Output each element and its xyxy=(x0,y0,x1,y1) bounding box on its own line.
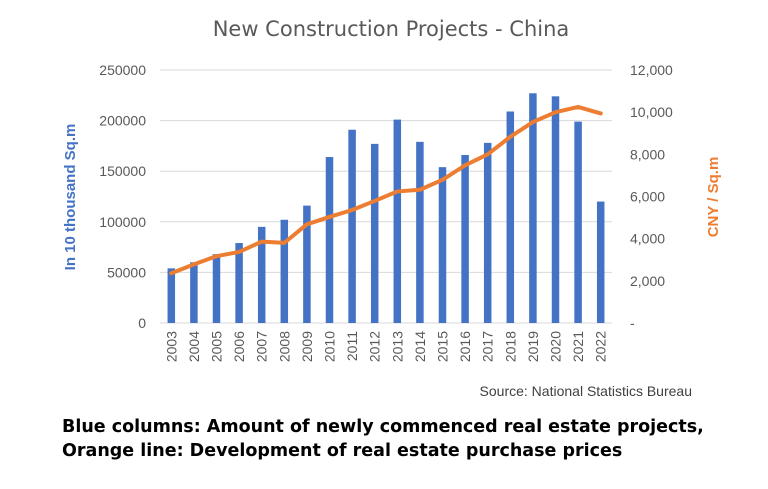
line-series xyxy=(169,104,603,276)
x-tick-label: 2020 xyxy=(548,331,564,362)
left-tick-label: 200000 xyxy=(99,113,146,129)
caption-line-1: Blue columns: Amount of newly commenced … xyxy=(62,417,704,437)
right-axis-label: CNY / Sq.m xyxy=(705,157,722,238)
bar xyxy=(393,119,402,323)
x-tick-label: 2004 xyxy=(186,331,202,362)
x-tick-label: 2005 xyxy=(209,331,225,362)
left-tick-label: 100000 xyxy=(99,214,146,230)
left-tick-label: 150000 xyxy=(99,163,146,179)
x-tick-label: 2011 xyxy=(344,331,360,361)
x-tick-label: 2017 xyxy=(480,331,496,362)
right-tick-label: - xyxy=(630,315,635,331)
bar-series xyxy=(167,93,605,323)
bar xyxy=(596,201,605,323)
left-tick-label: 0 xyxy=(138,315,146,331)
x-tick-label: 2013 xyxy=(389,331,405,362)
bar xyxy=(370,143,379,323)
caption: Blue columns: Amount of newly commenced … xyxy=(62,415,762,463)
x-tick-label: 2008 xyxy=(276,331,292,362)
bar xyxy=(438,167,447,323)
left-axis-label: In 10 thousand Sq.m xyxy=(62,124,79,271)
right-tick-label: 10,000 xyxy=(630,104,673,120)
x-tick-label: 2006 xyxy=(231,331,247,362)
right-tick-label: 8,000 xyxy=(630,146,665,162)
bar xyxy=(416,141,424,323)
caption-line-2: Orange line: Development of real estate … xyxy=(62,441,623,461)
bar xyxy=(190,262,198,323)
bar xyxy=(348,129,356,323)
bar xyxy=(235,243,243,323)
right-tick-label: 4,000 xyxy=(630,231,665,247)
x-tick-label: 2019 xyxy=(525,331,541,362)
right-tick-label: 2,000 xyxy=(630,273,665,289)
right-axis-ticks: 12,000 10,000 8,000 6,000 4,000 2,000 - xyxy=(630,62,673,331)
x-tick-label: 2018 xyxy=(502,331,518,362)
x-tick-label: 2021 xyxy=(570,331,586,362)
x-axis-ticks: 2003 2004 2005 2006 2007 2008 2009 2010 2011 2012… xyxy=(163,331,608,362)
x-tick-label: 2016 xyxy=(457,331,473,362)
bar xyxy=(212,254,221,323)
source-note: Source: National Statistics Bureau xyxy=(480,383,692,399)
x-tick-label: 2003 xyxy=(163,331,179,362)
x-tick-label: 2009 xyxy=(299,331,315,362)
right-tick-label: 12,000 xyxy=(630,62,673,78)
bar xyxy=(506,111,515,323)
bar xyxy=(461,155,469,323)
bar xyxy=(551,96,560,323)
bar xyxy=(529,93,537,323)
bar xyxy=(167,268,176,323)
left-tick-label: 250000 xyxy=(99,62,146,78)
bar xyxy=(574,121,582,323)
bar xyxy=(280,219,289,323)
price-line xyxy=(169,104,603,276)
left-tick-label: 50000 xyxy=(107,264,146,280)
x-tick-label: 2012 xyxy=(367,331,383,362)
gridlines xyxy=(160,69,612,324)
bar xyxy=(257,226,266,323)
right-tick-label: 6,000 xyxy=(630,189,665,205)
x-tick-label: 2007 xyxy=(254,331,270,362)
x-tick-label: 2015 xyxy=(435,331,451,362)
bar xyxy=(325,157,334,323)
x-tick-label: 2022 xyxy=(593,331,609,362)
left-axis-ticks: 250000 200000 150000 100000 50000 0 xyxy=(99,62,146,331)
bar xyxy=(483,142,492,323)
chart-title: New Construction Projects - China xyxy=(213,17,570,41)
x-tick-label: 2010 xyxy=(322,331,338,362)
x-tick-label: 2014 xyxy=(412,331,428,362)
bar xyxy=(303,205,311,323)
